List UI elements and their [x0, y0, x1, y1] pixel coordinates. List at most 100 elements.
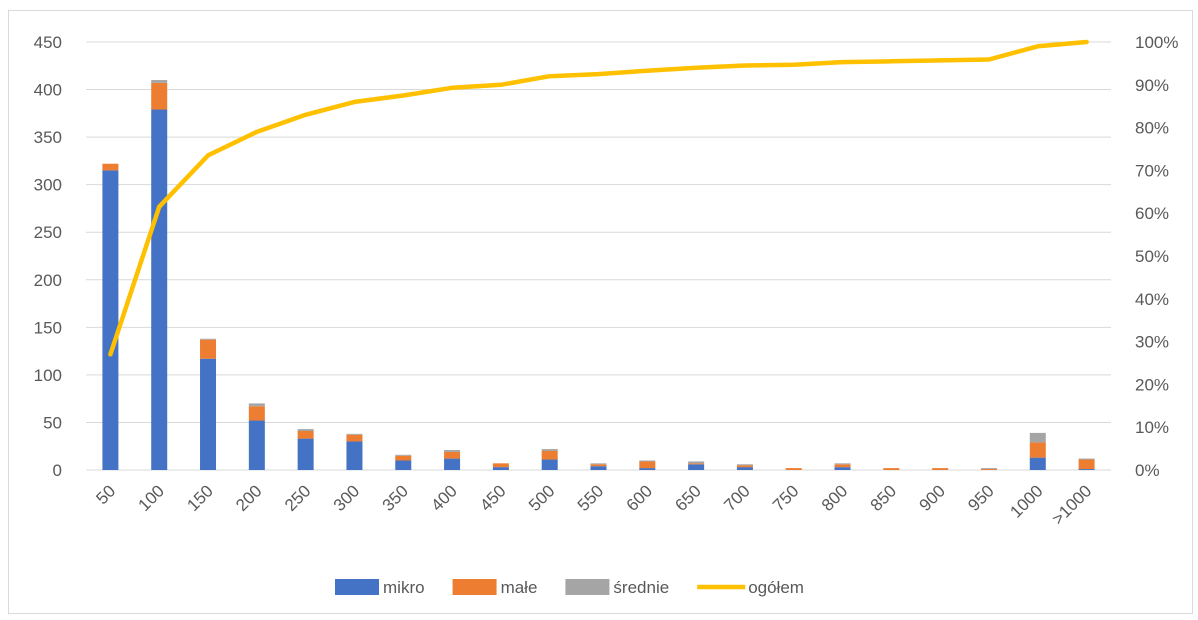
gridlines — [86, 41, 1111, 471]
right-axis-tick-label: 40% — [1135, 290, 1169, 309]
bar-małe — [590, 464, 607, 467]
bar-mikro — [492, 467, 509, 470]
x-axis-tick-label: 900 — [915, 481, 948, 514]
left-axis-tick-label: 450 — [34, 33, 62, 52]
legend-label: średnie — [613, 578, 669, 597]
left-axis-tick-label: 350 — [34, 128, 62, 147]
left-axis-tick-label: 50 — [43, 413, 62, 432]
x-axis-tick-label: 550 — [574, 481, 607, 514]
bar-małe — [541, 450, 558, 460]
bar-małe — [980, 469, 997, 470]
bar-mikro — [297, 438, 314, 470]
x-axis-tick-label: 250 — [281, 481, 314, 514]
legend-swatch-małe — [452, 579, 497, 595]
right-axis-tick-label: 50% — [1135, 247, 1169, 266]
bar-małe — [200, 339, 217, 359]
bar-średnie — [297, 429, 314, 432]
left-axis-tick-label: 250 — [34, 223, 62, 242]
x-axis-tick-label: 700 — [720, 481, 753, 514]
bar-małe — [102, 163, 119, 171]
line-series — [108, 39, 1089, 357]
right-axis-tick-label: 80% — [1135, 119, 1169, 138]
bar-mikro — [151, 109, 168, 470]
bar-mikro — [1029, 457, 1046, 470]
x-axis-tick-label: 200 — [232, 481, 265, 514]
bar-series — [102, 80, 1095, 470]
legend-swatch-mikro — [335, 579, 379, 595]
right-axis-tick-label: 20% — [1135, 375, 1169, 394]
bar-średnie — [444, 450, 461, 452]
legend-label: ogółem — [748, 578, 804, 597]
bar-mikro — [248, 420, 265, 470]
chart-frame: 0 50 100 150 200 250 300 350 400 450 0% 10% 20% 30% 40… — [8, 10, 1193, 614]
bar-mikro — [102, 170, 119, 470]
x-axis-tick-label: 100 — [135, 481, 168, 514]
x-axis-tick-label: 750 — [769, 481, 802, 514]
bar-małe — [932, 468, 949, 470]
x-axis-tick-label: 800 — [818, 481, 851, 514]
bar-małe — [639, 461, 656, 469]
right-axis-tick-label: 30% — [1135, 333, 1169, 352]
left-axis-tick-label: 0 — [53, 461, 62, 480]
x-axis-tick-label: 850 — [867, 481, 900, 514]
bar-średnie — [980, 468, 997, 470]
bar-mikro — [834, 467, 851, 470]
legend-label: małe — [501, 578, 538, 597]
bar-mikro — [200, 358, 217, 470]
bar-średnie — [1078, 458, 1095, 460]
right-axis-tick-label: 70% — [1135, 161, 1169, 180]
left-axis-tick-label: 400 — [34, 81, 62, 100]
bar-średnie — [590, 463, 607, 465]
bar-mikro — [639, 468, 656, 470]
bar-małe — [346, 434, 363, 442]
x-axis-tick-label: 50 — [92, 481, 119, 508]
bar-małe — [444, 451, 461, 459]
bar-mikro — [1078, 469, 1095, 470]
bar-mikro — [736, 467, 753, 470]
bar-średnie — [200, 338, 217, 340]
legend: mikro małe średnie ogółem — [335, 578, 804, 597]
x-axis-tick-label: 1000 — [1006, 481, 1046, 521]
bar-średnie — [541, 449, 558, 451]
bar-mikro — [444, 458, 461, 470]
bar-małe — [736, 465, 753, 468]
combo-chart: 0 50 100 150 200 250 300 350 400 450 0% 10% 20% 30% 40… — [34, 33, 1179, 597]
right-axis-tick-label: 90% — [1135, 76, 1169, 95]
left-axis-tick-label: 200 — [34, 271, 62, 290]
x-axis-tick-label: 450 — [476, 481, 509, 514]
bar-małe — [297, 431, 314, 439]
bar-mikro — [346, 441, 363, 470]
bar-średnie — [1029, 432, 1046, 443]
bar-mikro — [541, 459, 558, 470]
bar-małe — [492, 463, 509, 468]
bar-małe — [1078, 459, 1095, 470]
left-axis-tick-label: 100 — [34, 366, 62, 385]
bar-małe — [834, 464, 851, 468]
left-axis-tick-label: 150 — [34, 318, 62, 337]
bar-średnie — [639, 460, 656, 462]
bar-małe — [688, 463, 705, 465]
left-axis-tick-label: 300 — [34, 176, 62, 195]
x-axis-tick-label: 350 — [379, 481, 412, 514]
bar-średnie — [736, 464, 753, 466]
bar-średnie — [688, 461, 705, 464]
legend-label: mikro — [383, 578, 425, 597]
x-axis-tick-label: >1000 — [1048, 481, 1095, 528]
bar-małe — [883, 468, 900, 470]
x-axis-tick-label: 400 — [427, 481, 460, 514]
x-axis-tick-label: 500 — [525, 481, 558, 514]
legend-swatch-średnie — [565, 579, 610, 595]
bar-średnie — [248, 403, 265, 407]
bar-średnie — [834, 463, 851, 465]
bar-mikro — [395, 460, 412, 470]
bar-małe — [248, 406, 265, 421]
x-axis-tick-label: 600 — [623, 481, 656, 514]
right-axis-tick-label: 60% — [1135, 204, 1169, 223]
bar-średnie — [395, 454, 412, 456]
bar-małe — [785, 468, 802, 470]
bar-mikro — [688, 464, 705, 470]
bar-średnie — [151, 80, 168, 83]
x-axis-tick-label: 150 — [183, 481, 216, 514]
bar-średnie — [346, 433, 363, 435]
right-axis-tick-label: 100% — [1135, 33, 1178, 52]
